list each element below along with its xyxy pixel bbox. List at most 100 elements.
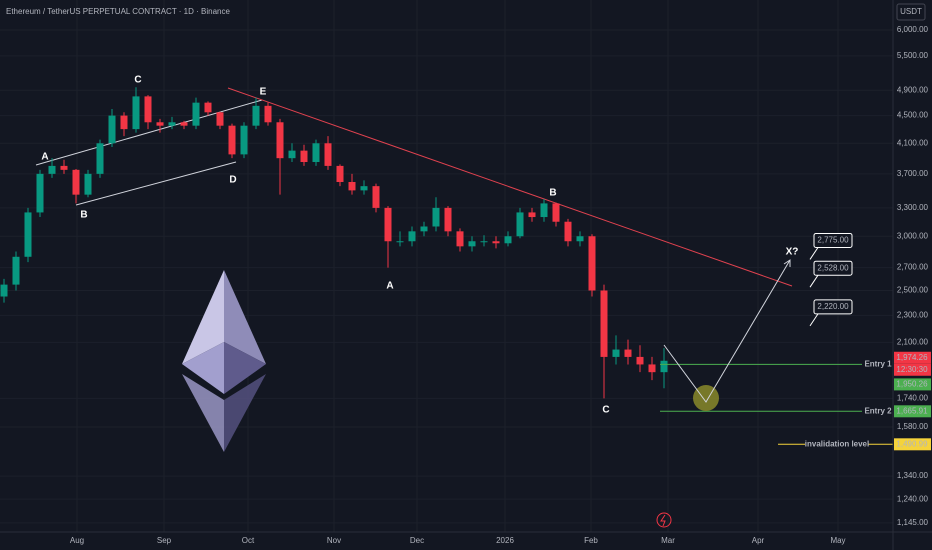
candle-body bbox=[348, 181, 356, 191]
candle-body bbox=[612, 349, 620, 357]
countdown-box bbox=[894, 363, 931, 376]
x-tick-label: 2026 bbox=[496, 536, 514, 545]
candle-body bbox=[0, 284, 8, 297]
candle-body bbox=[300, 150, 308, 163]
axes: 1,145.00 1,240.00 1,340.00 1,580.00 1,740.00… bbox=[70, 25, 931, 545]
y-tick-label: 3,700.00 bbox=[897, 169, 929, 178]
countdown: 12:30:30 bbox=[896, 365, 928, 374]
arrow-head bbox=[783, 259, 791, 267]
y-tick-label: 3,000.00 bbox=[897, 231, 929, 240]
wave-label: C bbox=[134, 75, 141, 86]
candle-body bbox=[144, 96, 152, 123]
candle-body bbox=[72, 169, 80, 195]
candle-body bbox=[156, 122, 164, 126]
candle-body bbox=[648, 364, 656, 373]
wave-label: B bbox=[549, 188, 556, 199]
y-tick-label: 1,145.00 bbox=[897, 518, 929, 527]
candle-body bbox=[288, 150, 296, 159]
currency-box bbox=[896, 3, 926, 21]
candle-body bbox=[516, 212, 524, 237]
price-tag-label: 1,974.26 bbox=[896, 353, 928, 362]
x-tick-label: Aug bbox=[70, 536, 84, 545]
candle-body bbox=[120, 115, 128, 130]
candle-body bbox=[576, 236, 584, 242]
target-pointer bbox=[809, 247, 819, 260]
projection-path bbox=[663, 259, 791, 403]
candle-body bbox=[132, 96, 140, 130]
candle-body bbox=[324, 143, 332, 166]
candle-body bbox=[240, 125, 248, 155]
wave-label: X? bbox=[786, 247, 799, 258]
candle-body bbox=[168, 122, 176, 126]
candle-body bbox=[228, 125, 236, 155]
channel-line bbox=[35, 99, 263, 166]
logo-part bbox=[182, 374, 224, 452]
wave-label: A bbox=[386, 281, 393, 292]
candle-body bbox=[108, 115, 116, 144]
candle-body bbox=[432, 207, 440, 227]
y-tick-label: 3,300.00 bbox=[897, 203, 929, 212]
candle-body bbox=[336, 165, 344, 182]
target-pointer bbox=[809, 313, 819, 327]
candle-body bbox=[444, 207, 452, 232]
targets: 2,775.00 2,528.00 2,220.00 bbox=[809, 232, 853, 327]
price-tag bbox=[894, 405, 931, 418]
lightning-icon bbox=[656, 512, 672, 528]
ethereum-logo bbox=[182, 270, 266, 452]
logo-part bbox=[182, 270, 224, 364]
candle-body bbox=[60, 165, 68, 170]
candle-body bbox=[600, 290, 608, 357]
level-name: Entry 1 bbox=[864, 360, 892, 369]
logo-part bbox=[224, 374, 266, 452]
candle-body bbox=[312, 143, 320, 163]
price-tag bbox=[894, 378, 931, 391]
y-tick-label: 2,300.00 bbox=[897, 310, 929, 319]
candle-body bbox=[480, 241, 488, 243]
candle-body bbox=[384, 207, 392, 242]
level-name: invalidation level bbox=[805, 439, 869, 448]
candle-body bbox=[564, 221, 572, 242]
target-label: 2,528.00 bbox=[817, 263, 849, 272]
price-tag bbox=[894, 438, 931, 451]
chart-title: Ethereum / TetherUS PERPETUAL CONTRACT ·… bbox=[6, 7, 230, 16]
price-tag-label: 1,665.91 bbox=[896, 406, 928, 415]
wave-label: C bbox=[602, 405, 609, 416]
levels: Entry 1 Entry 2 invalidation level bbox=[660, 360, 893, 448]
target-pointer bbox=[809, 274, 819, 288]
y-tick-label: 4,900.00 bbox=[897, 85, 929, 94]
target-label: 2,775.00 bbox=[817, 236, 849, 245]
candle-body bbox=[216, 112, 224, 126]
candle-body bbox=[420, 226, 428, 232]
candle-body bbox=[36, 173, 44, 213]
candle-body bbox=[24, 212, 32, 257]
candle-body bbox=[552, 203, 560, 222]
x-tick-label: Oct bbox=[242, 536, 255, 545]
x-tick-label: Dec bbox=[410, 536, 424, 545]
candle-body bbox=[192, 102, 200, 126]
x-tick-label: Mar bbox=[661, 536, 675, 545]
candle-body bbox=[48, 165, 56, 174]
target-box bbox=[813, 260, 853, 276]
level-name: Entry 2 bbox=[864, 406, 892, 415]
candle-body bbox=[528, 212, 536, 218]
candle-body bbox=[540, 203, 548, 218]
candle-body bbox=[372, 186, 380, 208]
candle-body bbox=[492, 241, 500, 244]
candle-body bbox=[468, 241, 476, 247]
candle-body bbox=[12, 256, 20, 285]
y-tick-label: 2,700.00 bbox=[897, 263, 929, 272]
logo-part bbox=[224, 342, 266, 394]
candle-body bbox=[588, 236, 596, 291]
price-tag-label: 1,950.26 bbox=[896, 380, 928, 389]
candle-body bbox=[396, 241, 404, 243]
candle-body bbox=[180, 122, 188, 126]
candle-body bbox=[456, 231, 464, 247]
y-tick-label: 2,100.00 bbox=[897, 337, 929, 346]
candle-body bbox=[636, 356, 644, 365]
channel-line bbox=[75, 161, 237, 206]
x-tick-label: Apr bbox=[752, 536, 765, 545]
lightning-icon bbox=[660, 514, 666, 527]
